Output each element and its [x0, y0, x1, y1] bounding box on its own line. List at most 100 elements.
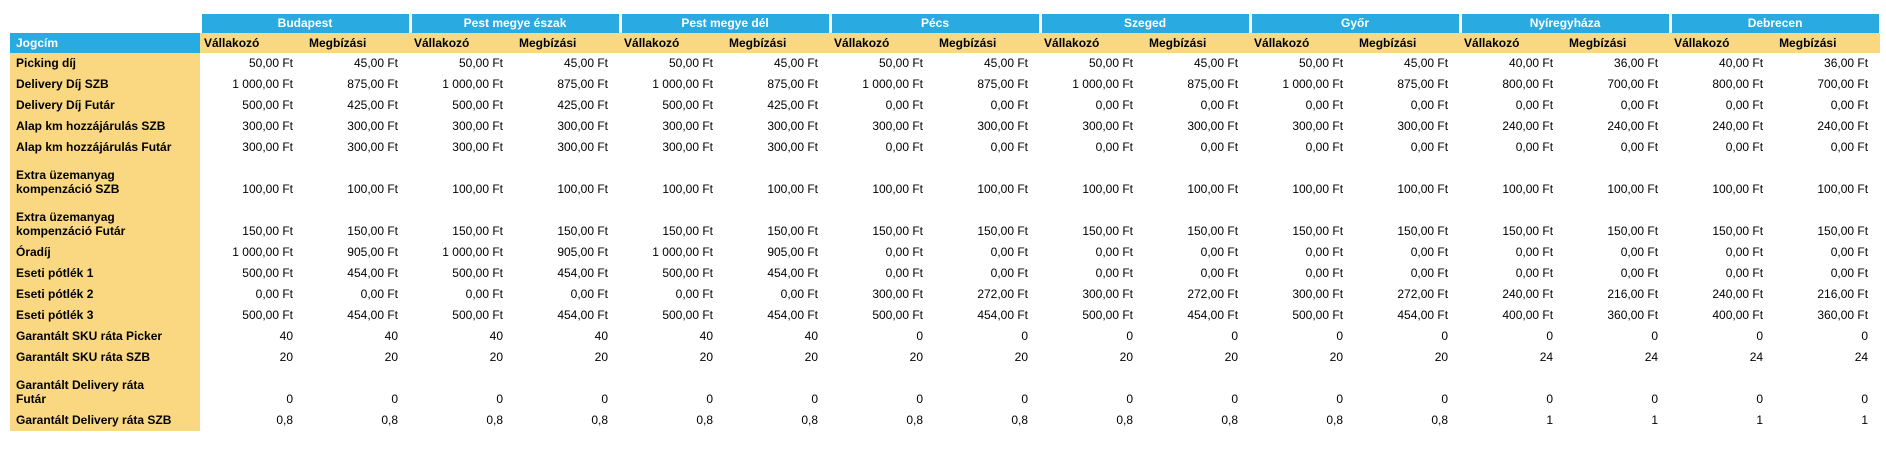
value-cell[interactable]: 45,00 Ft	[1355, 53, 1461, 74]
value-cell[interactable]: 0,8	[1145, 410, 1251, 431]
value-cell[interactable]: 300,00 Ft	[305, 137, 410, 158]
value-cell[interactable]: 0,8	[620, 410, 726, 431]
value-cell[interactable]: 0	[305, 368, 410, 410]
value-cell[interactable]: 300,00 Ft	[410, 137, 515, 158]
subcolumn-header-cell[interactable]: Vállakozó	[200, 33, 305, 53]
subcolumn-header-cell[interactable]: Megbízási	[935, 33, 1041, 53]
value-cell[interactable]: 0,00 Ft	[1775, 263, 1881, 284]
value-cell[interactable]: 500,00 Ft	[410, 305, 515, 326]
value-cell[interactable]: 240,00 Ft	[1670, 116, 1776, 137]
value-cell[interactable]: 300,00 Ft	[1040, 116, 1146, 137]
value-cell[interactable]: 500,00 Ft	[830, 305, 936, 326]
value-cell[interactable]: 100,00 Ft	[1040, 158, 1146, 200]
value-cell[interactable]: 0,8	[1355, 410, 1461, 431]
row-label-cell[interactable]: Garantált Delivery ráta Futár	[10, 368, 200, 410]
value-cell[interactable]: 50,00 Ft	[830, 53, 936, 74]
value-cell[interactable]: 150,00 Ft	[830, 200, 936, 242]
value-cell[interactable]: 875,00 Ft	[935, 74, 1041, 95]
value-cell[interactable]: 100,00 Ft	[725, 158, 831, 200]
value-cell[interactable]: 100,00 Ft	[1565, 158, 1671, 200]
value-cell[interactable]: 500,00 Ft	[200, 305, 305, 326]
value-cell[interactable]: 0,00 Ft	[1145, 137, 1251, 158]
value-cell[interactable]: 20	[1145, 347, 1251, 368]
value-cell[interactable]: 20	[1250, 347, 1356, 368]
value-cell[interactable]: 100,00 Ft	[515, 158, 621, 200]
value-cell[interactable]: 300,00 Ft	[410, 116, 515, 137]
subcolumn-header-cell[interactable]: Megbízási	[515, 33, 621, 53]
value-cell[interactable]: 0,8	[935, 410, 1041, 431]
value-cell[interactable]: 100,00 Ft	[1775, 158, 1881, 200]
subcolumn-header-cell[interactable]: Megbízási	[1355, 33, 1461, 53]
value-cell[interactable]: 100,00 Ft	[620, 158, 726, 200]
value-cell[interactable]: 0,8	[1040, 410, 1146, 431]
region-header-cell[interactable]: Szeged	[1040, 14, 1251, 33]
value-cell[interactable]: 0,8	[305, 410, 410, 431]
value-cell[interactable]: 150,00 Ft	[1040, 200, 1146, 242]
value-cell[interactable]: 875,00 Ft	[1355, 74, 1461, 95]
value-cell[interactable]: 0,00 Ft	[1355, 263, 1461, 284]
value-cell[interactable]: 300,00 Ft	[515, 116, 621, 137]
value-cell[interactable]: 0,00 Ft	[830, 95, 936, 116]
value-cell[interactable]: 300,00 Ft	[305, 116, 410, 137]
value-cell[interactable]: 40	[725, 326, 831, 347]
value-cell[interactable]: 1 000,00 Ft	[1040, 74, 1146, 95]
region-header-cell[interactable]: Pest megye észak	[410, 14, 621, 33]
value-cell[interactable]: 1 000,00 Ft	[620, 74, 726, 95]
value-cell[interactable]: 36,00 Ft	[1565, 53, 1671, 74]
value-cell[interactable]: 0,00 Ft	[1775, 137, 1881, 158]
value-cell[interactable]: 454,00 Ft	[1355, 305, 1461, 326]
value-cell[interactable]: 300,00 Ft	[725, 116, 831, 137]
value-cell[interactable]: 0,8	[515, 410, 621, 431]
value-cell[interactable]: 240,00 Ft	[1460, 284, 1566, 305]
value-cell[interactable]: 150,00 Ft	[725, 200, 831, 242]
value-cell[interactable]: 20	[305, 347, 410, 368]
value-cell[interactable]: 40	[410, 326, 515, 347]
value-cell[interactable]: 454,00 Ft	[725, 305, 831, 326]
value-cell[interactable]: 300,00 Ft	[1250, 284, 1356, 305]
value-cell[interactable]: 20	[410, 347, 515, 368]
value-cell[interactable]: 0	[410, 368, 515, 410]
value-cell[interactable]: 800,00 Ft	[1670, 74, 1776, 95]
value-cell[interactable]: 0,00 Ft	[515, 284, 621, 305]
value-cell[interactable]: 1	[1565, 410, 1671, 431]
value-cell[interactable]: 0,00 Ft	[1670, 95, 1776, 116]
value-cell[interactable]: 0	[1670, 326, 1776, 347]
value-cell[interactable]: 905,00 Ft	[305, 242, 410, 263]
value-cell[interactable]: 24	[1565, 347, 1671, 368]
value-cell[interactable]: 100,00 Ft	[410, 158, 515, 200]
value-cell[interactable]: 100,00 Ft	[1250, 158, 1356, 200]
value-cell[interactable]: 240,00 Ft	[1460, 116, 1566, 137]
value-cell[interactable]: 0	[1775, 326, 1881, 347]
value-cell[interactable]: 300,00 Ft	[830, 116, 936, 137]
region-header-cell[interactable]: Győr	[1250, 14, 1461, 33]
value-cell[interactable]: 150,00 Ft	[515, 200, 621, 242]
value-cell[interactable]: 454,00 Ft	[515, 305, 621, 326]
value-cell[interactable]: 0	[200, 368, 305, 410]
subcolumn-header-cell[interactable]: Vállakozó	[1040, 33, 1146, 53]
value-cell[interactable]: 0	[935, 368, 1041, 410]
value-cell[interactable]: 875,00 Ft	[305, 74, 410, 95]
value-cell[interactable]: 240,00 Ft	[1565, 116, 1671, 137]
value-cell[interactable]: 20	[515, 347, 621, 368]
value-cell[interactable]: 100,00 Ft	[1460, 158, 1566, 200]
value-cell[interactable]: 40	[305, 326, 410, 347]
value-cell[interactable]: 1 000,00 Ft	[1250, 74, 1356, 95]
value-cell[interactable]: 0,00 Ft	[1670, 242, 1776, 263]
value-cell[interactable]: 0	[1250, 326, 1356, 347]
value-cell[interactable]: 20	[830, 347, 936, 368]
value-cell[interactable]: 100,00 Ft	[1670, 158, 1776, 200]
value-cell[interactable]: 1	[1460, 410, 1566, 431]
value-cell[interactable]: 500,00 Ft	[1040, 305, 1146, 326]
value-cell[interactable]: 0,8	[1250, 410, 1356, 431]
row-label-cell[interactable]: Alap km hozzájárulás SZB	[10, 116, 200, 137]
value-cell[interactable]: 425,00 Ft	[725, 95, 831, 116]
value-cell[interactable]: 1 000,00 Ft	[410, 242, 515, 263]
value-cell[interactable]: 0,00 Ft	[1565, 242, 1671, 263]
value-cell[interactable]: 20	[935, 347, 1041, 368]
value-cell[interactable]: 500,00 Ft	[200, 263, 305, 284]
row-label-cell[interactable]: Picking díj	[10, 53, 200, 74]
value-cell[interactable]: 0,00 Ft	[1460, 242, 1566, 263]
value-cell[interactable]: 100,00 Ft	[935, 158, 1041, 200]
region-header-cell[interactable]: Nyíregyháza	[1460, 14, 1671, 33]
value-cell[interactable]: 905,00 Ft	[515, 242, 621, 263]
